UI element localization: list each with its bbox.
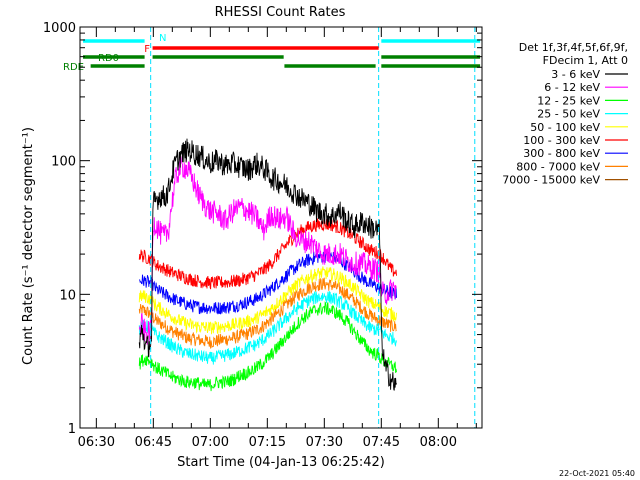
- x-tick-label: 07:00: [192, 435, 229, 450]
- flag-label-n: N: [159, 33, 166, 44]
- series-line-0: [138, 138, 397, 391]
- flag-bars: NF RD0 RDE: [63, 33, 481, 73]
- legend-entry-label: 50 - 100 keV: [530, 121, 600, 134]
- flag-label-rde: RDE: [63, 62, 84, 73]
- legend: Det 1f,3f,4f,5f,6f,9f,FDecim 1, Att 03 -…: [502, 41, 628, 187]
- axes: 1 10 100 1000 06:30 06:45 07:00 07:15 07:30 07:45…: [43, 21, 483, 450]
- legend-entry-label: 25 - 50 keV: [537, 108, 600, 121]
- x-tick-label: 07:45: [363, 435, 400, 450]
- series-line-7: [138, 277, 397, 349]
- x-tick-label: 06:45: [135, 435, 172, 450]
- y-tick-label: 1000: [43, 21, 76, 36]
- legend-entry-label: 3 - 6 keV: [551, 68, 600, 81]
- legend-entry-label: 300 - 800 keV: [523, 147, 600, 160]
- flag-label-rd0: RD0: [98, 53, 119, 64]
- legend-header-line: FDecim 1, Att 0: [543, 54, 628, 67]
- x-axis-label: Start Time (04-Jan-13 06:25:42): [177, 455, 385, 470]
- legend-header-line: Det 1f,3f,4f,5f,6f,9f,: [519, 41, 628, 54]
- y-tick-label: 10: [59, 288, 76, 303]
- series-line-6: [139, 249, 397, 315]
- legend-entry-label: 100 - 300 keV: [523, 134, 600, 147]
- plot-frame: [79, 26, 483, 429]
- x-tick-label: 07:15: [249, 435, 286, 450]
- series-line-1: [138, 155, 397, 345]
- series-line-2: [138, 300, 397, 392]
- legend-entry-label: 7000 - 15000 keV: [502, 174, 600, 187]
- legend-entry-label: 6 - 12 keV: [544, 81, 600, 94]
- series-line-3: [138, 291, 397, 365]
- x-tick-label: 06:30: [78, 435, 115, 450]
- chart-title: RHESSI Count Rates: [215, 5, 346, 20]
- flag-label-f: F: [144, 44, 150, 55]
- plot-area: [138, 27, 476, 428]
- y-axis-label: Count Rate (s⁻¹ detector segment⁻¹): [21, 127, 36, 365]
- y-tick-label: 100: [51, 155, 76, 170]
- legend-entry-label: 12 - 25 keV: [537, 94, 600, 107]
- y-tick-label: 1: [68, 422, 76, 437]
- legend-entry-label: 800 - 7000 keV: [516, 160, 600, 173]
- x-tick-label: 08:00: [420, 435, 457, 450]
- footer-timestamp: 22-Oct-2021 05:40: [559, 469, 635, 478]
- series-line-4: [138, 266, 397, 335]
- x-tick-label: 07:30: [306, 435, 343, 450]
